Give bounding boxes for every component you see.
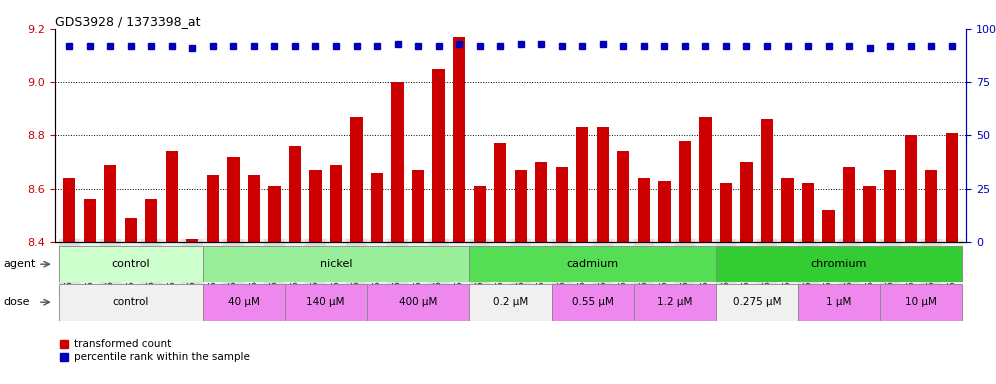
Text: 10 μM: 10 μM [905, 297, 937, 308]
Bar [165, 151, 178, 242]
Text: 1 μM: 1 μM [826, 297, 852, 308]
Bar [633, 284, 716, 321]
Bar [515, 170, 527, 242]
Bar [823, 210, 835, 242]
Bar [63, 178, 76, 242]
Bar [310, 170, 322, 242]
Bar [59, 246, 202, 282]
Text: 40 μM: 40 μM [228, 297, 260, 308]
Bar [453, 37, 465, 242]
Bar [494, 143, 506, 242]
Bar [104, 165, 117, 242]
Bar [186, 239, 198, 242]
Bar [59, 284, 202, 321]
Text: 0.55 μM: 0.55 μM [572, 297, 614, 308]
Legend: transformed count, percentile rank within the sample: transformed count, percentile rank withi… [60, 339, 249, 362]
Bar [945, 133, 958, 242]
Bar [678, 141, 691, 242]
Bar [391, 82, 403, 242]
Bar [740, 162, 753, 242]
Bar [330, 165, 343, 242]
Bar [351, 117, 363, 242]
Bar [864, 186, 875, 242]
Text: chromium: chromium [811, 259, 868, 269]
Text: 0.2 μM: 0.2 μM [493, 297, 528, 308]
Bar [716, 246, 962, 282]
Bar [285, 284, 367, 321]
Bar [597, 127, 609, 242]
Bar [618, 151, 629, 242]
Bar [879, 284, 962, 321]
Bar [802, 183, 815, 242]
Bar [699, 117, 711, 242]
Bar [202, 246, 469, 282]
Bar [535, 162, 548, 242]
Bar [145, 199, 157, 242]
Bar [761, 119, 773, 242]
Text: 1.2 μM: 1.2 μM [657, 297, 692, 308]
Bar [412, 170, 424, 242]
Bar [637, 178, 650, 242]
Bar [556, 167, 568, 242]
Bar [576, 127, 589, 242]
Bar [843, 167, 856, 242]
Bar [371, 173, 383, 242]
Bar [469, 246, 716, 282]
Text: 400 μM: 400 μM [398, 297, 437, 308]
Text: 140 μM: 140 μM [307, 297, 345, 308]
Bar [248, 175, 260, 242]
Bar [798, 284, 879, 321]
Bar [268, 186, 281, 242]
Bar [469, 284, 552, 321]
Bar [925, 170, 937, 242]
Bar [552, 284, 633, 321]
Bar [367, 284, 469, 321]
Text: GDS3928 / 1373398_at: GDS3928 / 1373398_at [55, 15, 200, 28]
Bar [202, 284, 285, 321]
Bar [716, 284, 798, 321]
Bar [227, 157, 239, 242]
Text: cadmium: cadmium [567, 259, 619, 269]
Text: 0.275 μM: 0.275 μM [732, 297, 781, 308]
Bar [720, 183, 732, 242]
Text: nickel: nickel [320, 259, 353, 269]
Text: control: control [112, 259, 150, 269]
Text: dose: dose [3, 297, 30, 307]
Bar [884, 170, 896, 242]
Bar [124, 218, 136, 242]
Bar [207, 175, 219, 242]
Bar [782, 178, 794, 242]
Bar [473, 186, 486, 242]
Bar [289, 146, 301, 242]
Text: control: control [113, 297, 149, 308]
Bar [84, 199, 96, 242]
Bar [658, 180, 670, 242]
Bar [432, 69, 445, 242]
Text: agent: agent [3, 259, 36, 269]
Bar [904, 135, 917, 242]
